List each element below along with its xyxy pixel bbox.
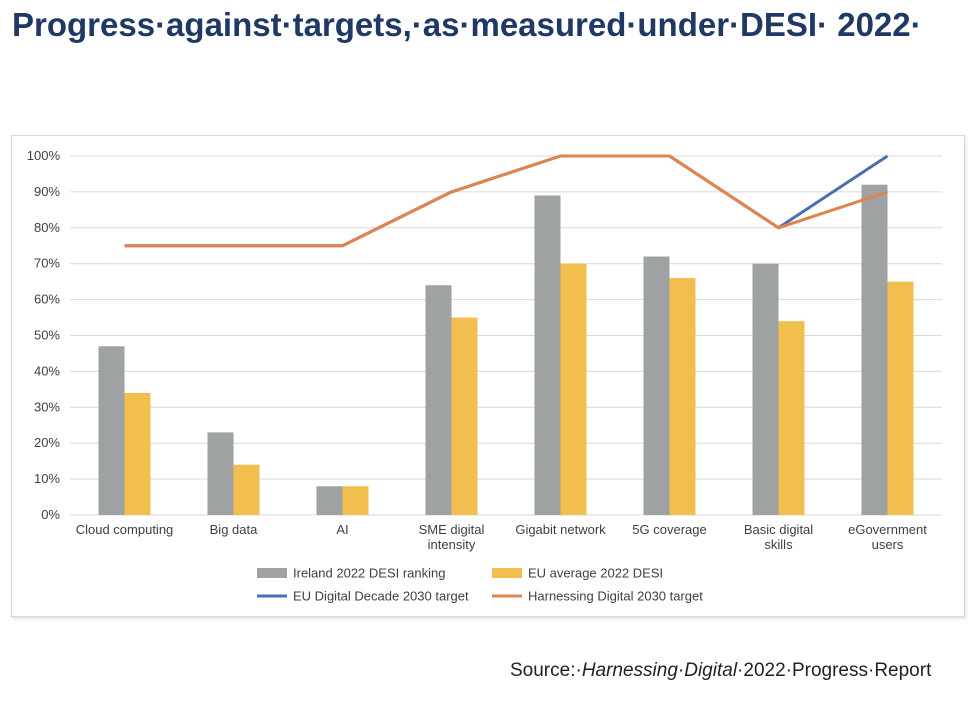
y-tick-label: 90% (34, 184, 60, 199)
page-title: Progress·against·targets,·as·measured·un… (12, 6, 922, 43)
bar (861, 184, 888, 515)
x-tick-label: Big data (210, 522, 258, 537)
bar (233, 464, 260, 515)
x-tick-label: Cloud computing (76, 522, 174, 537)
progress-chart: 0% 10% 20% 30% 40% 50% 60% 70% 80% 90% 100% Cloud c… (27, 148, 942, 604)
bar (207, 432, 234, 515)
bar (752, 263, 779, 515)
series-line (124, 154, 888, 248)
y-tick-label: 30% (34, 399, 60, 414)
bar (887, 281, 914, 515)
y-tick-label: 60% (34, 292, 60, 307)
y-tick-label: 20% (34, 435, 60, 450)
y-tick-label: 70% (34, 256, 60, 271)
bar (643, 256, 670, 515)
bar (534, 195, 561, 516)
x-tick-label: eGovernment (848, 522, 927, 537)
bar (342, 486, 369, 515)
x-tick-label: users (872, 537, 904, 552)
bar (124, 392, 151, 515)
legend-label: Ireland 2022 DESI ranking (293, 566, 445, 581)
legend-label: EU average 2022 DESI (528, 566, 663, 581)
bar (669, 278, 696, 515)
bar (425, 285, 452, 515)
bar (560, 263, 587, 515)
source-publication: Harnessing·Digital (581, 660, 738, 681)
legend-swatch (257, 568, 287, 578)
legend-swatch (492, 568, 522, 578)
series-line (124, 154, 889, 248)
y-tick-label: 80% (34, 220, 60, 235)
source-prefix: Source:· (510, 660, 582, 681)
bar (316, 486, 343, 515)
x-tick-label: Basic digital (744, 522, 813, 537)
y-tick-label: 10% (34, 471, 60, 486)
x-tick-label: 5G coverage (632, 522, 706, 537)
legend-label: Harnessing Digital 2030 target (528, 589, 703, 604)
x-tick-label: SME digital (419, 522, 485, 537)
source-note: Source:·Harnessing·Digital·2022·Progress… (510, 660, 931, 682)
bar (778, 321, 805, 515)
bar (98, 346, 125, 515)
source-suffix: ·2022·Progress·Report (737, 660, 932, 681)
y-tick-label: 40% (34, 363, 60, 378)
y-tick-label: 50% (34, 328, 60, 343)
legend-label: EU Digital Decade 2030 target (293, 589, 469, 604)
y-tick-label: 0% (41, 507, 60, 522)
x-tick-label: AI (336, 522, 348, 537)
chart-panel: 0% 10% 20% 30% 40% 50% 60% 70% 80% 90% 100% Cloud c… (11, 135, 965, 617)
x-tick-label: Gigabit network (515, 522, 606, 537)
y-tick-label: 100% (27, 148, 61, 163)
x-tick-label: skills (764, 537, 793, 552)
x-tick-label: intensity (428, 537, 476, 552)
bar (451, 317, 478, 515)
